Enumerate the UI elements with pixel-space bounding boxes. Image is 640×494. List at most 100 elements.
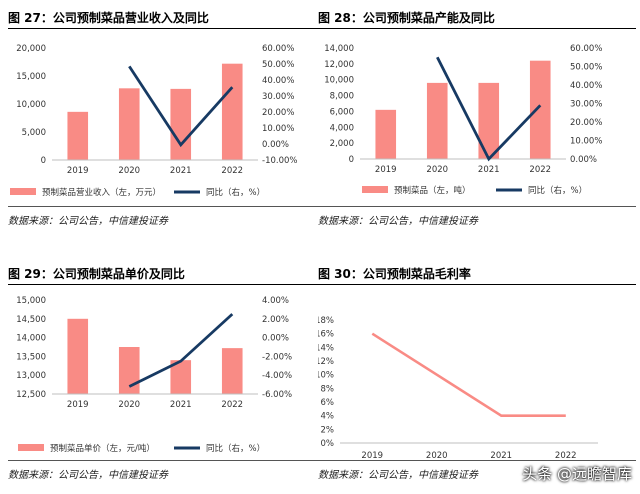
y-left-tick-label: 14,000: [16, 334, 46, 344]
y-left-tick-label: 0: [349, 155, 354, 165]
bar: [426, 82, 448, 159]
y-tick-label: 6%: [321, 398, 335, 408]
series-line-yoy: [128, 313, 234, 388]
y-right-tick-label: 0.00%: [262, 140, 289, 150]
y-tick-label: 14%: [318, 343, 334, 353]
watermark: 头条 @远瞻智库: [522, 465, 632, 483]
y-right-tick-label: 4.00%: [262, 296, 289, 306]
legend-label: 同比（右，%）: [206, 187, 265, 198]
y-left-tick-label: 10,000: [324, 76, 354, 86]
x-tick-label: 2022: [555, 451, 577, 458]
legend-label: 预制菜品单价（左，元/吨）: [50, 443, 155, 454]
y-right-tick-label: -2.00%: [262, 352, 292, 362]
y-left-tick-label: 14,000: [324, 44, 354, 54]
y-tick-label: 12%: [318, 357, 334, 367]
y-tick-label: 4%: [321, 412, 335, 422]
x-tick-label: 2021: [490, 451, 512, 458]
x-tick-label: 2020: [118, 166, 140, 176]
y-left-tick-label: 0: [41, 156, 46, 166]
x-tick-label: 2021: [170, 400, 192, 410]
y-left-tick-label: 12,000: [324, 60, 354, 70]
y-right-tick-label: 50.00%: [570, 63, 602, 73]
series-line-yoy: [128, 65, 234, 148]
series-line-yoy: [436, 56, 542, 162]
y-right-tick-label: 2.00%: [262, 315, 289, 325]
y-tick-label: 8%: [321, 384, 335, 394]
chart-title: 图 27：公司预制菜品营业收入及同比: [8, 8, 326, 29]
x-tick-label: 2022: [529, 165, 551, 175]
x-tick-label: 2021: [170, 166, 192, 176]
y-left-tick-label: 4,000: [330, 123, 354, 133]
legend-label: 同比（右，%）: [206, 443, 265, 454]
y-left-tick-label: 13,000: [16, 371, 46, 381]
y-right-tick-label: 60.00%: [262, 44, 294, 54]
y-right-tick-label: 50.00%: [262, 60, 294, 70]
y-right-tick-label: 40.00%: [262, 76, 294, 86]
y-left-tick-label: 5,000: [22, 128, 46, 138]
x-tick-label: 2021: [478, 165, 500, 175]
y-tick-label: 2%: [321, 425, 335, 435]
legend-label: 预制菜品（左，吨）: [394, 185, 471, 196]
x-tick-label: 2022: [221, 400, 243, 410]
source-note: 数据来源：公司公告，中信建投证券: [318, 460, 636, 481]
y-left-tick-label: 20,000: [16, 44, 46, 54]
y-right-tick-label: 30.00%: [570, 100, 602, 110]
y-right-tick-label: 40.00%: [570, 81, 602, 91]
y-tick-label: 16%: [318, 330, 334, 340]
bar: [67, 111, 89, 160]
bar: [170, 88, 192, 160]
x-tick-label: 2020: [426, 165, 448, 175]
chart-gross-margin: 0% 2% 4% 6% 8% 10% 12% 14% 16% 18% 2019 2020 2021 202…: [318, 316, 598, 458]
y-left-tick-label: 15,000: [16, 296, 46, 306]
y-left-tick-label: 13,500: [16, 352, 46, 362]
legend-swatch-bar: [18, 444, 44, 451]
bar: [221, 63, 243, 160]
y-left-tick-label: 15,000: [16, 72, 46, 82]
y-left-tick-label: 10,000: [16, 100, 46, 110]
bar: [529, 60, 551, 159]
chart-revenue: 0 5,000 10,000 15,000 20,000 -10.00% 0.00% 10.0…: [10, 44, 297, 198]
y-right-tick-label: 30.00%: [262, 92, 294, 102]
x-tick-label: 2019: [375, 165, 397, 175]
chart-capacity: 0 2,000 4,000 6,000 8,000 10,000 12,000 14,000 0…: [324, 44, 602, 196]
chart-title: 图 30：公司预制菜品毛利率: [318, 264, 636, 285]
source-note: 数据来源：公司公告，中信建投证券: [318, 206, 636, 227]
y-right-tick-label: 20.00%: [262, 108, 294, 118]
x-tick-label: 2020: [426, 451, 448, 458]
y-right-tick-label: -10.00%: [262, 156, 297, 166]
x-tick-label: 2020: [118, 400, 140, 410]
y-left-tick-label: 14,500: [16, 315, 46, 325]
series-line-gross-margin: [371, 332, 566, 417]
chart-title: 图 29：公司预制菜品单价及同比: [8, 264, 326, 285]
x-tick-label: 2019: [67, 400, 89, 410]
bar: [118, 88, 140, 160]
y-right-tick-label: -4.00%: [262, 371, 292, 381]
source-note: 数据来源：公司公告，中信建投证券: [8, 460, 326, 481]
y-left-tick-label: 6,000: [330, 107, 354, 117]
y-tick-label: 0%: [321, 439, 335, 449]
y-tick-label: 18%: [318, 316, 334, 326]
y-right-tick-label: 60.00%: [570, 44, 602, 54]
legend-swatch-bar: [362, 186, 388, 193]
x-tick-label: 2022: [221, 166, 243, 176]
x-tick-label: 2019: [361, 451, 383, 458]
bar: [221, 348, 243, 394]
y-left-tick-label: 8,000: [330, 92, 354, 102]
y-right-tick-label: 0.00%: [570, 155, 597, 165]
bar: [118, 347, 140, 394]
legend-label: 预制菜品营业收入（左，万元）: [42, 187, 161, 198]
y-right-tick-label: 0.00%: [262, 334, 289, 344]
bar: [67, 318, 89, 394]
legend-label: 同比（右，%）: [528, 185, 587, 196]
bar: [170, 360, 192, 394]
y-right-tick-label: 20.00%: [570, 118, 602, 128]
y-right-tick-label: 10.00%: [262, 124, 294, 134]
bar: [478, 82, 500, 159]
source-note: 数据来源：公司公告，中信建投证券: [8, 206, 326, 227]
chart-unit-price: 12,500 13,000 13,500 14,000 14,500 15,000 -6.0…: [16, 296, 292, 454]
legend-swatch-bar: [10, 188, 36, 195]
x-tick-label: 2019: [67, 166, 89, 176]
y-right-tick-label: 10.00%: [570, 137, 602, 147]
y-right-tick-label: -6.00%: [262, 390, 292, 400]
y-tick-label: 10%: [318, 371, 334, 381]
